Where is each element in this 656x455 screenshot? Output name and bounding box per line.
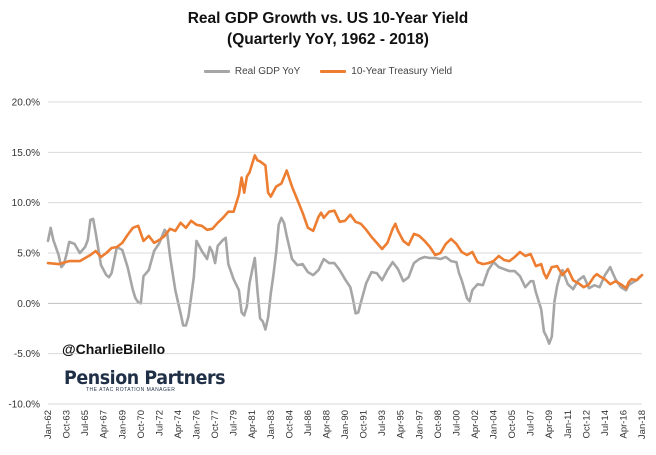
- x-tick-label: Jul-07: [526, 410, 537, 436]
- twitter-handle: @CharlieBilello: [62, 341, 166, 357]
- x-tick-label: Jul-79: [229, 410, 240, 436]
- x-tick-label: Jul-72: [154, 410, 165, 436]
- x-tick-label: Jul-93: [377, 410, 388, 436]
- x-tick-label: Apr-74: [173, 410, 184, 439]
- x-tick-label: Jan-11: [563, 410, 574, 438]
- x-tick-label: Jan-62: [43, 410, 54, 439]
- x-tick-label: Jan-69: [117, 410, 128, 439]
- y-tick-label: 0.0%: [17, 299, 40, 310]
- x-tick-label: Jan-76: [192, 410, 203, 439]
- legend-swatch-yield: [320, 70, 347, 73]
- y-tick-label: -5.0%: [14, 349, 40, 360]
- y-tick-label: 20.0%: [12, 98, 40, 109]
- logo-tagline: THE ATAC ROTATION MANAGER: [86, 387, 176, 393]
- x-tick-label: Oct-12: [581, 410, 592, 439]
- legend: Real GDP YoY 10-Year Treasury Yield: [0, 66, 656, 77]
- y-tick-label: 15.0%: [12, 148, 40, 159]
- x-tick-label: Apr-81: [247, 410, 258, 439]
- y-tick-label: 5.0%: [17, 249, 40, 260]
- series-line-yield: [46, 154, 644, 290]
- x-tick-label: Jul-65: [80, 410, 91, 436]
- x-tick-label: Oct-77: [210, 410, 221, 439]
- x-tick-label: Jul-14: [600, 410, 611, 436]
- chart-title-line-2: (Quarterly YoY, 1962 - 2018): [227, 31, 429, 48]
- x-tick-label: Jan-18: [637, 410, 648, 439]
- y-tick-label: 10.0%: [12, 198, 40, 209]
- x-tick-label: Apr-95: [396, 410, 407, 439]
- x-tick-label: Oct-63: [62, 410, 73, 439]
- x-tick-label: Oct-84: [284, 410, 295, 439]
- x-tick-label: Jul-86: [303, 410, 314, 436]
- x-tick-label: Oct-98: [433, 410, 444, 439]
- y-tick-label: -10.0%: [8, 400, 40, 411]
- x-tick-label: Oct-91: [359, 410, 370, 439]
- legend-item-yield: 10-Year Treasury Yield: [320, 66, 452, 77]
- x-tick-label: Apr-67: [99, 410, 110, 439]
- x-tick-label: Jan-97: [414, 410, 425, 439]
- chart-title-line-1: Real GDP Growth vs. US 10-Year Yield: [187, 10, 469, 27]
- legend-swatch-gdp: [203, 70, 230, 73]
- x-tick-label: Apr-88: [321, 410, 332, 439]
- x-tick-label: Oct-05: [507, 410, 518, 439]
- x-tick-label: Oct-70: [136, 410, 147, 439]
- logo-name: Pension Partners: [64, 367, 226, 389]
- x-tick-label: Jan-90: [340, 410, 351, 439]
- x-tick-label: Apr-16: [618, 410, 629, 439]
- x-tick-label: Jan-04: [489, 410, 500, 439]
- legend-item-gdp: Real GDP YoY: [203, 66, 301, 77]
- x-tick-label: Apr-02: [470, 410, 481, 439]
- legend-label-yield: 10-Year Treasury Yield: [351, 66, 453, 77]
- legend-label-gdp: Real GDP YoY: [234, 66, 301, 77]
- x-tick-label: Jan-83: [266, 410, 277, 439]
- x-tick-label: Apr-09: [544, 410, 555, 439]
- series-line-gdp: [46, 216, 644, 345]
- chart-title: Real GDP Growth vs. US 10-Year Yield (Qu…: [0, 8, 656, 50]
- x-tick-label: Jul-00: [451, 410, 462, 436]
- pension-partners-logo: Pension Partners THE ATAC ROTATION MANAG…: [64, 367, 239, 393]
